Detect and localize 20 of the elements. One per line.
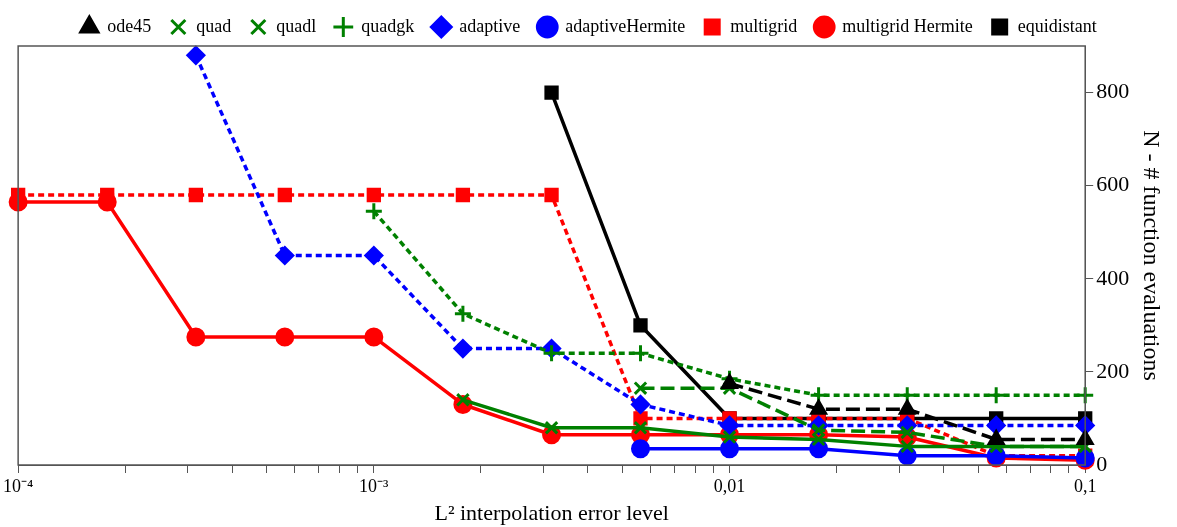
legend-label: ode45 <box>107 15 152 36</box>
y-tick-label: 400 <box>1096 264 1130 290</box>
legend-label: quadl <box>276 15 317 36</box>
y-axis-title: N - # function evaluations <box>1139 130 1166 381</box>
x-tick-label: 0,01 <box>713 475 746 496</box>
legend-label: adaptive <box>459 15 521 36</box>
legend-label: adaptiveHermite <box>565 15 686 36</box>
legend-label: multigrid Hermite <box>842 15 973 36</box>
y-tick-label: 0 <box>1096 450 1108 476</box>
legend-label: quadgk <box>361 15 415 36</box>
y-tick-label: 600 <box>1096 171 1130 197</box>
x-tick-label: 0,1 <box>1073 475 1097 496</box>
y-tick-label: 800 <box>1096 78 1130 104</box>
x-tick-label: 10⁻³ <box>359 475 390 496</box>
x-tick-label: 10⁻⁴ <box>3 475 34 496</box>
x-axis-title: L² interpolation error level <box>434 499 669 525</box>
legend-label: equidistant <box>1017 15 1097 36</box>
y-tick-label: 200 <box>1096 357 1130 383</box>
legend-label: multigrid <box>730 15 798 36</box>
legend-label: quad <box>196 15 232 36</box>
